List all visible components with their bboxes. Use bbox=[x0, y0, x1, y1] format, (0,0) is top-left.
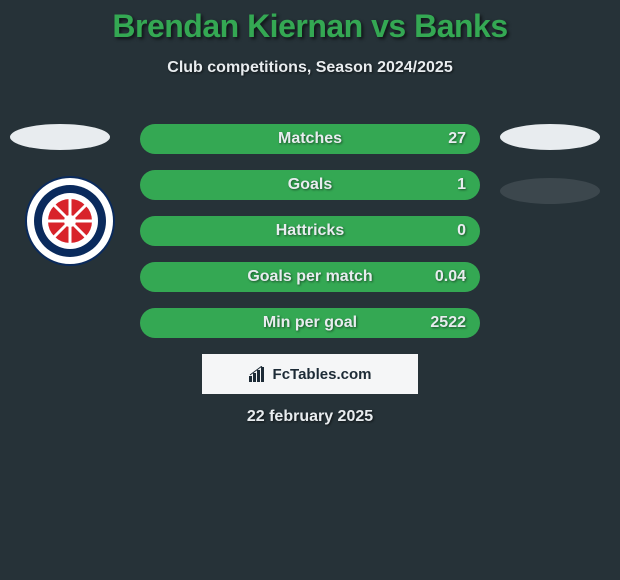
stat-row: Matches 27 bbox=[140, 124, 480, 154]
stat-row: Hattricks 0 bbox=[140, 216, 480, 246]
date-line: 22 february 2025 bbox=[0, 408, 620, 426]
branding-text: FcTables.com bbox=[273, 366, 372, 383]
stat-label: Goals per match bbox=[247, 268, 372, 286]
stat-label: Min per goal bbox=[263, 314, 357, 332]
stat-row: Goals 1 bbox=[140, 170, 480, 200]
stats-panel: Matches 27 Goals 1 Hattricks 0 Goals per match… bbox=[140, 124, 480, 354]
subtitle: Club competitions, Season 2024/2025 bbox=[0, 59, 620, 77]
stat-value: 0.04 bbox=[435, 268, 466, 286]
stat-value: 0 bbox=[457, 222, 466, 240]
stat-label: Hattricks bbox=[276, 222, 344, 240]
page-title: Brendan Kiernan vs Banks bbox=[0, 0, 620, 45]
stat-label: Matches bbox=[278, 130, 342, 148]
player-right-shadow bbox=[500, 178, 600, 204]
stat-value: 2522 bbox=[430, 314, 466, 332]
bars-icon bbox=[249, 366, 269, 382]
club-logo bbox=[25, 176, 115, 266]
stat-value: 27 bbox=[448, 130, 466, 148]
stat-row: Min per goal 2522 bbox=[140, 308, 480, 338]
branding-badge: FcTables.com bbox=[202, 354, 418, 394]
stat-value: 1 bbox=[457, 176, 466, 194]
club-badge-icon bbox=[25, 176, 115, 266]
player-left-ellipse bbox=[10, 124, 110, 150]
player-right-ellipse bbox=[500, 124, 600, 150]
stat-label: Goals bbox=[288, 176, 332, 194]
stat-row: Goals per match 0.04 bbox=[140, 262, 480, 292]
